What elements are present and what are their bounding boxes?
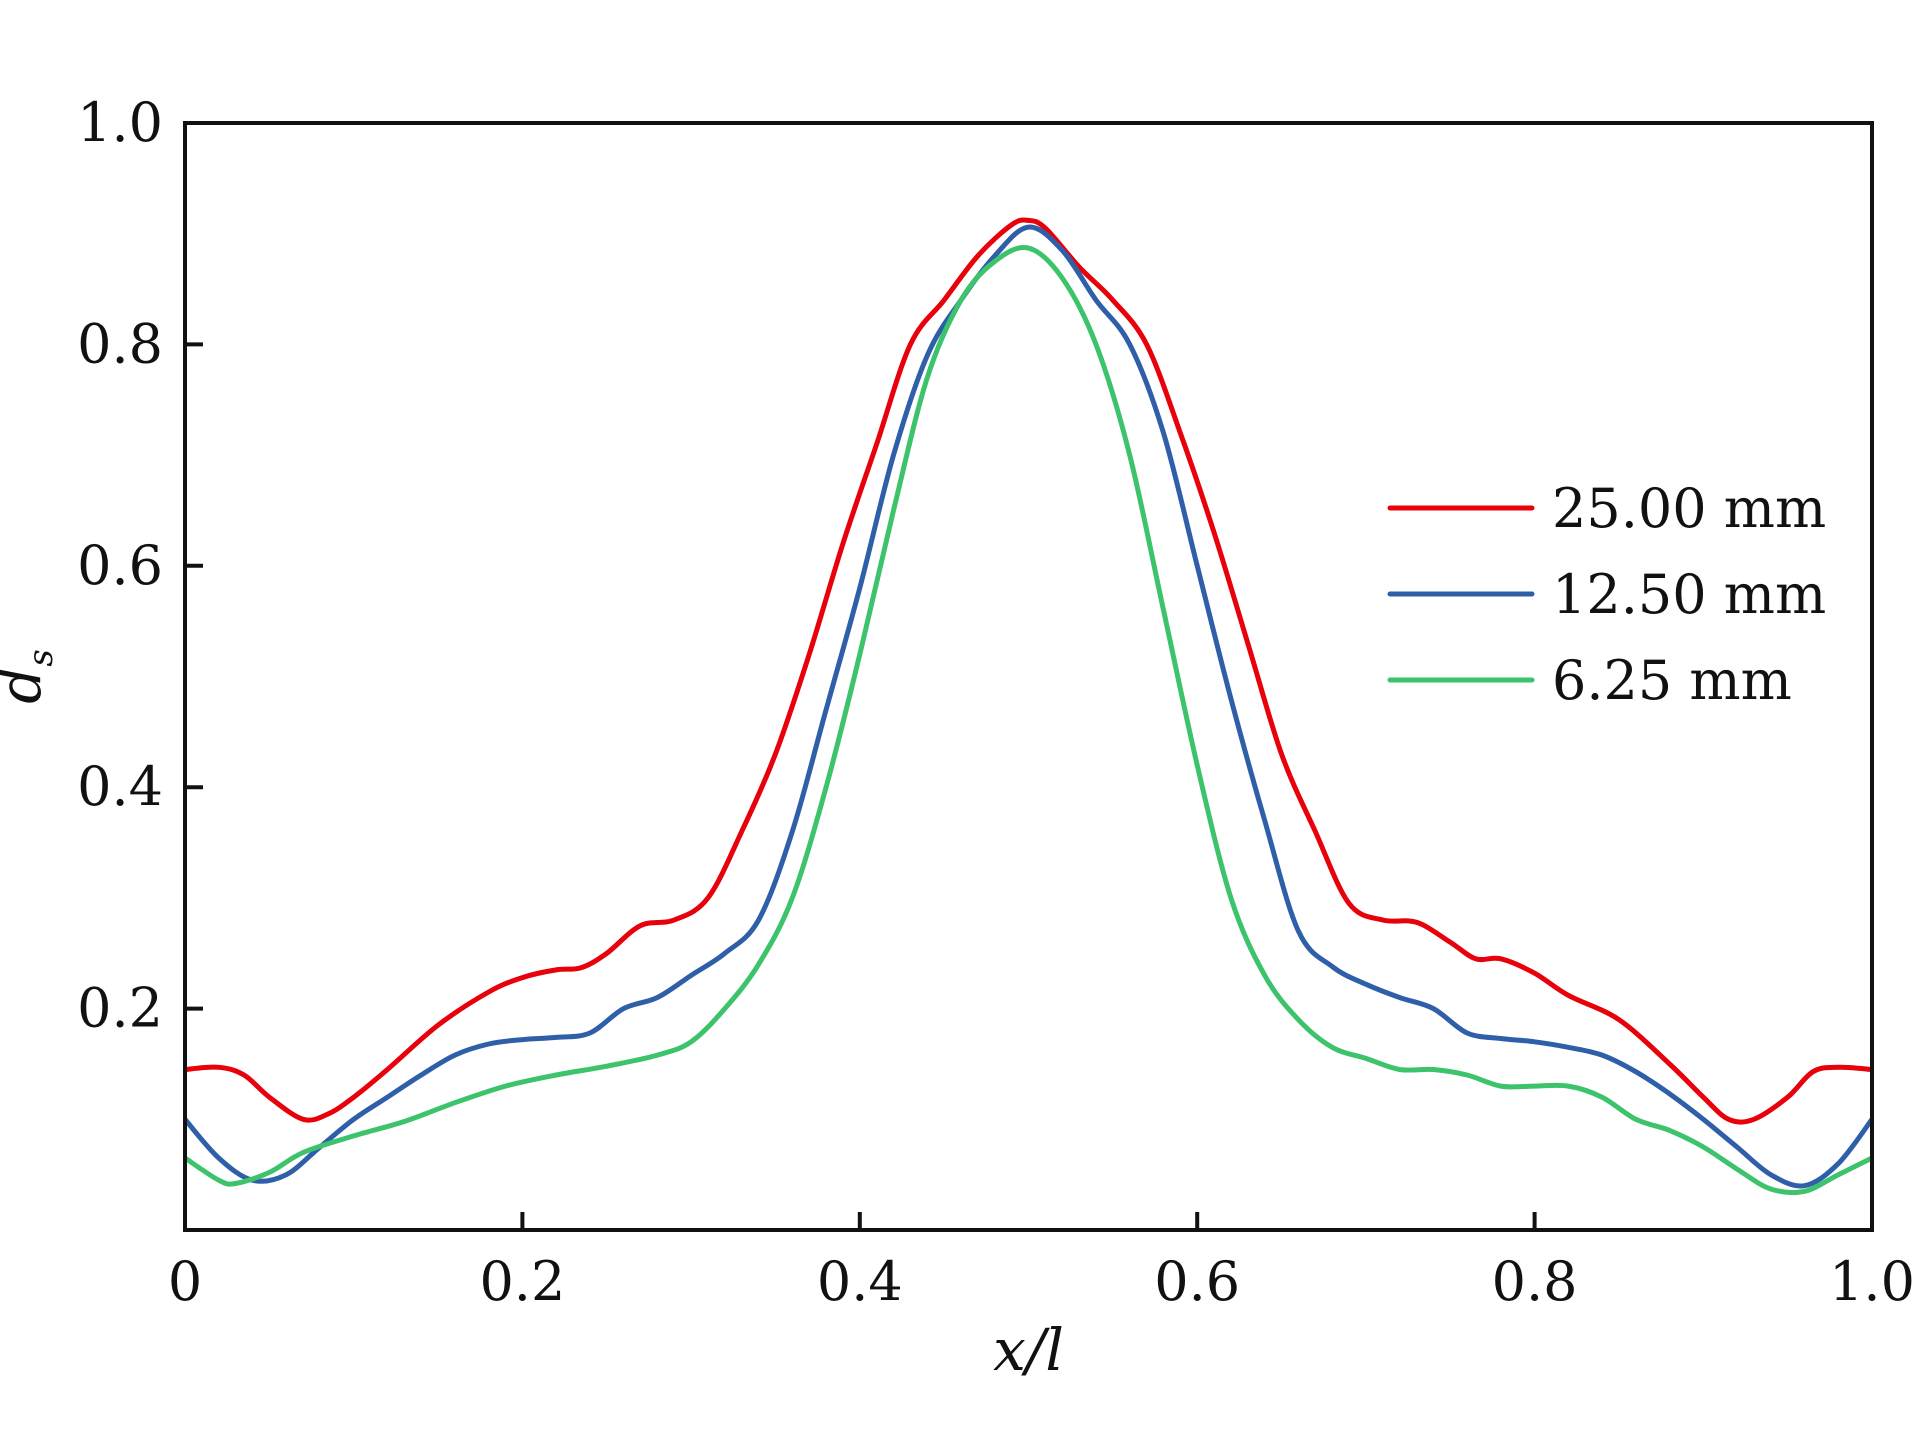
- y-tick-label: 1.0: [77, 91, 163, 154]
- plot-frame: [183, 121, 1874, 1232]
- y-axis-label-main: d: [0, 667, 54, 704]
- y-tick-label: 0.6: [77, 534, 163, 597]
- y-axis-label-subscript: s: [21, 649, 61, 666]
- x-axis-label: x/l: [993, 1316, 1064, 1384]
- legend-label-2: 12.50 mm: [1552, 563, 1826, 626]
- x-tick-label: 0.6: [1154, 1250, 1240, 1313]
- series-line-1: [185, 217, 1872, 1125]
- y-tick-label: 0.2: [77, 977, 163, 1040]
- y-tick-label: 0.4: [77, 755, 163, 818]
- axes-layer: 0 0.2 0.4 0.6 0.8 1.0 0.2 0.4 0.6 0.8 1.0 x/l ds: [0, 91, 1915, 1384]
- x-tick-label: 0.8: [1492, 1250, 1578, 1313]
- y-axis-label: ds: [0, 649, 61, 704]
- y-tick-label: 0.8: [77, 312, 163, 375]
- x-tick-label: 0.4: [817, 1250, 903, 1313]
- x-tick-label: 0: [168, 1250, 202, 1313]
- x-tick-label: 1.0: [1829, 1250, 1915, 1313]
- legend-label-3: 6.25 mm: [1552, 649, 1792, 712]
- legend-label-1: 25.00 mm: [1552, 477, 1826, 540]
- legend: 25.00 mm 12.50 mm 6.25 mm: [1387, 477, 1826, 712]
- series-line-2: [185, 224, 1872, 1189]
- series-line-3: [185, 245, 1872, 1196]
- plot-layer: [185, 217, 1872, 1196]
- x-tick-label: 0.2: [479, 1250, 565, 1313]
